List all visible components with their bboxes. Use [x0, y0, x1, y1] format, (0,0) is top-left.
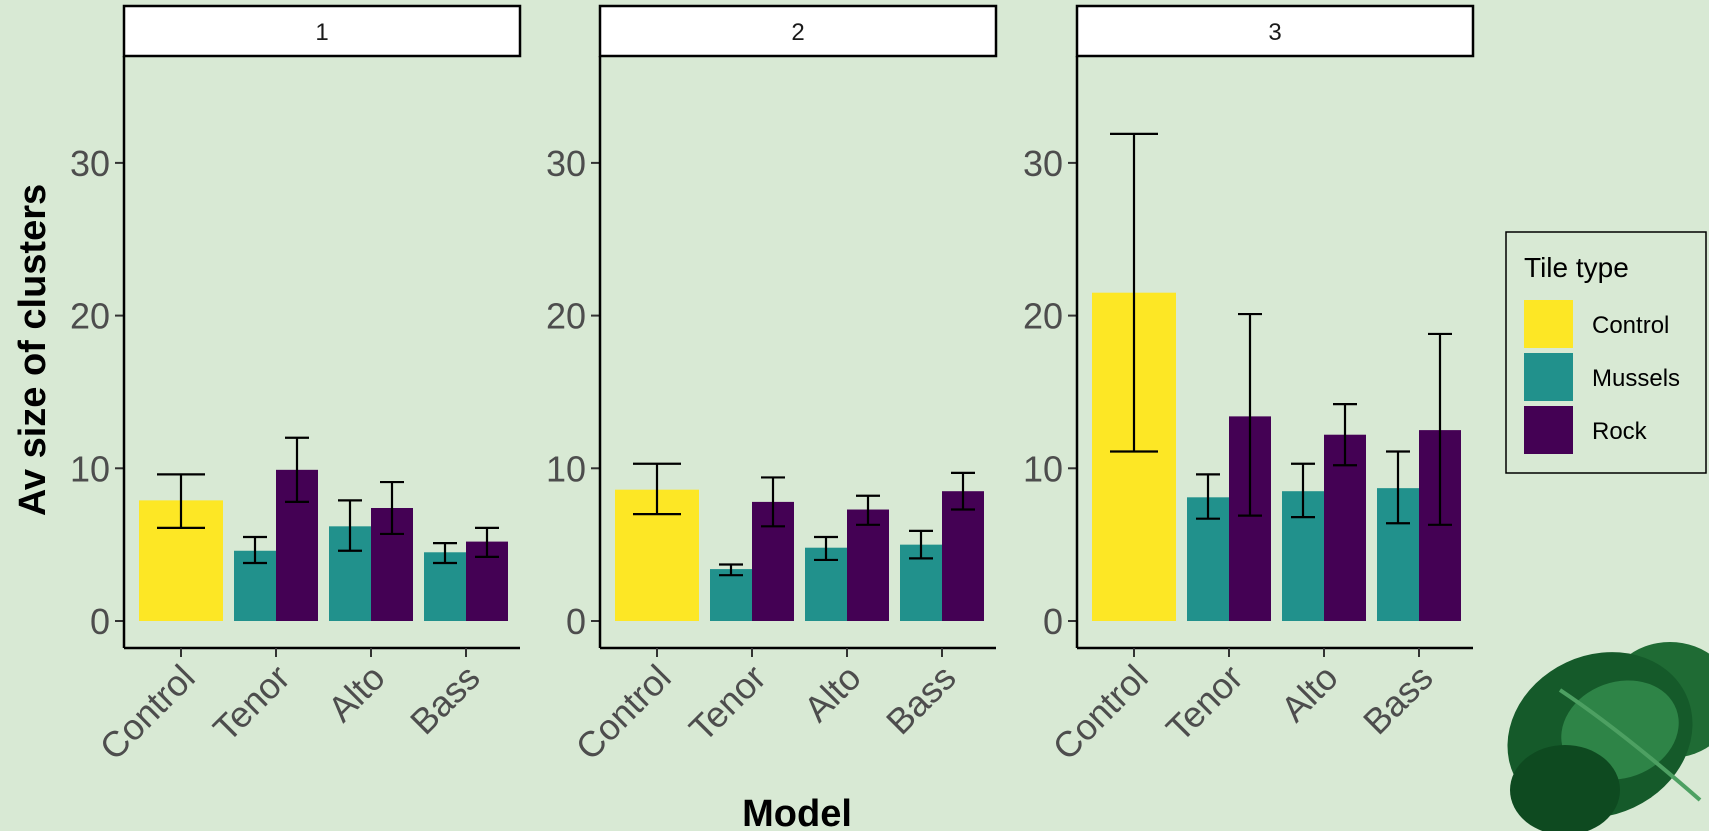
legend: Tile type Control Mussels Rock: [1505, 231, 1707, 474]
y-tick-label: 20: [70, 296, 110, 337]
error-bar: [761, 476, 785, 528]
leaf-shape: [1510, 745, 1620, 831]
error-bar: [1428, 332, 1452, 526]
y-tick-label: 0: [1043, 601, 1063, 642]
error-bar: [1386, 450, 1410, 525]
facet-label: 1: [315, 19, 328, 46]
legend-key-mussels: [1524, 353, 1573, 401]
bar-alto-rock: [847, 509, 889, 621]
error-bar: [1238, 312, 1262, 517]
error-bar: [1333, 403, 1357, 467]
x-axis-title: Model: [742, 793, 852, 831]
x-tick-label: Control: [1045, 657, 1156, 768]
x-tick-label: Alto: [320, 657, 393, 730]
y-tick-label: 20: [1023, 296, 1063, 337]
facet-label: 3: [1268, 19, 1281, 46]
y-tick-label: 30: [1023, 143, 1063, 184]
legend-label-rock: Rock: [1592, 418, 1648, 445]
y-tick-label: 0: [566, 601, 586, 642]
error-bar: [1110, 132, 1158, 453]
legend-key-rock: [1524, 406, 1573, 454]
x-tick-label: Tenor: [681, 657, 774, 750]
legend-label-mussels: Mussels: [1592, 365, 1680, 392]
y-tick-label: 0: [90, 601, 110, 642]
x-tick-label: Alto: [796, 657, 869, 730]
leaf-vein: [1558, 688, 1702, 802]
x-tick-label: Bass: [402, 657, 488, 743]
error-bar: [1291, 462, 1315, 519]
error-bar: [433, 542, 457, 565]
error-bar: [243, 535, 267, 565]
facet-strip: [1075, 4, 1475, 58]
facet-strip: [122, 4, 522, 58]
error-bar: [380, 480, 404, 536]
error-bar: [951, 471, 975, 511]
error-bar: [475, 526, 499, 558]
y-tick-label: 30: [70, 143, 110, 184]
x-tick-label: Tenor: [205, 657, 298, 750]
bar-tenor-mussels: [710, 569, 752, 621]
error-bar: [157, 473, 205, 529]
legend-entries: Control Mussels Rock: [1524, 300, 1680, 454]
leaf-illustration: [1507, 642, 1709, 831]
x-tick-label: Alto: [1273, 657, 1346, 730]
error-bar: [719, 563, 743, 577]
x-tick-label: Tenor: [1158, 657, 1251, 750]
y-tick-label: 10: [1023, 448, 1063, 489]
bar-bass-rock: [942, 491, 984, 621]
error-bar: [338, 499, 362, 552]
error-bar: [909, 529, 933, 560]
legend-label-control: Control: [1592, 312, 1669, 339]
error-bar: [633, 462, 681, 516]
y-axis-title: Av size of clusters: [12, 184, 54, 516]
legend-box: [1505, 231, 1707, 474]
error-bar: [856, 494, 880, 526]
x-tick-label: Control: [92, 657, 203, 768]
error-bar: [1196, 473, 1220, 520]
y-tick-label: 10: [70, 448, 110, 489]
facet-strip: [598, 4, 998, 58]
legend-key-control: [1524, 300, 1573, 348]
facet-label: 2: [791, 19, 804, 46]
y-tick-label: 30: [546, 143, 586, 184]
y-tick-label: 20: [546, 296, 586, 337]
x-tick-label: Control: [568, 657, 679, 768]
y-tick-label: 10: [546, 448, 586, 489]
error-bar: [285, 436, 309, 503]
x-tick-label: Bass: [1355, 657, 1441, 743]
legend-title: Tile type: [1524, 252, 1629, 283]
x-tick-label: Bass: [878, 657, 964, 743]
error-bar: [814, 535, 838, 562]
